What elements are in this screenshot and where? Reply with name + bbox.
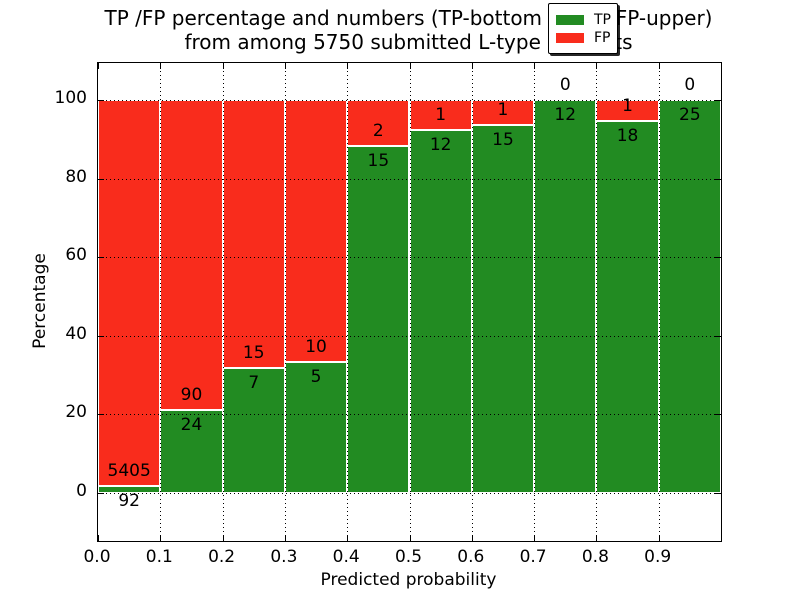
x-axis-label: Predicted probability (320, 570, 497, 590)
y-tick-mark (98, 178, 104, 180)
bar-label-tp: 5 (310, 367, 322, 387)
x-tick-label: 0.5 (394, 547, 423, 567)
bar-label-tp: 24 (180, 415, 203, 436)
legend-entry: FP (556, 30, 611, 46)
chart-title-line1: TP /FP percentage and numbers (TP-bottom… (104, 6, 713, 30)
y-tick-mark (715, 335, 721, 337)
bar-segment-tp (658, 100, 721, 493)
y-tick-mark (715, 100, 721, 101)
bar-label-fp: 15 (242, 342, 265, 363)
y-tick-mark (98, 335, 104, 337)
bar-label-tp: 7 (248, 372, 260, 393)
bar-label-fp: 0 (684, 75, 696, 95)
y-tick-mark (98, 100, 104, 101)
x-tick-mark (222, 535, 224, 541)
y-tick-mark (715, 493, 721, 494)
legend-entry: TP (556, 12, 611, 28)
y-tick-label: 60 (65, 245, 87, 266)
bar-segment-tp (98, 486, 161, 493)
legend-label: FP (594, 30, 611, 46)
tp-swatch-icon (556, 15, 584, 25)
x-tick-mark (471, 535, 473, 541)
x-tick-mark (222, 63, 224, 69)
bar-segment-tp (471, 124, 535, 493)
bar-segment-fp (284, 100, 348, 362)
x-tick-label: 0.6 (457, 547, 485, 567)
x-tick-label: 0.7 (519, 547, 547, 567)
x-tick-mark (347, 535, 349, 541)
bar-segment-fp (347, 100, 410, 147)
x-tick-mark (160, 63, 162, 69)
bar-segment-tp (409, 130, 472, 493)
bar-segment-tp (284, 362, 348, 493)
chart-title-line2: from among 5750 submitted L-type contact… (184, 30, 633, 54)
bar-label-tp: 15 (492, 129, 514, 150)
bar-label-tp: 12 (429, 135, 452, 156)
y-tick-label: 40 (65, 323, 87, 344)
bar-segment-fp (160, 100, 223, 411)
bar-segment-tp (347, 146, 410, 493)
x-tick-mark (98, 63, 99, 69)
bar-label-fp: 5405 (107, 461, 151, 482)
x-tick-mark (534, 535, 536, 541)
x-tick-mark (347, 63, 349, 69)
x-tick-mark (534, 63, 536, 69)
y-tick-mark (715, 257, 721, 259)
plot-area: 5405 92 90 24 15 7 10 5 2 15 1 12 1 15 0 12 1 18 0 25 (97, 62, 722, 542)
bar-segment-tp (596, 120, 659, 493)
y-tick-label: 80 (65, 166, 87, 187)
y-tick-mark (98, 414, 104, 416)
x-tick-mark (409, 63, 411, 69)
x-tick-label: 0.4 (332, 547, 360, 567)
bar-label-fp: 10 (305, 337, 327, 357)
bar-label-tp: 12 (554, 105, 577, 125)
x-tick-label: 0.2 (208, 547, 236, 567)
bar-segment-fp (98, 100, 161, 487)
x-tick-label: 0.3 (270, 547, 298, 567)
y-tick-label: 20 (65, 402, 87, 423)
x-tick-mark (658, 63, 660, 69)
x-tick-mark (596, 63, 598, 69)
bar-label-tp: 18 (616, 125, 639, 146)
y-tick-mark (715, 414, 721, 416)
x-tick-mark (160, 535, 162, 541)
x-tick-label: 0.8 (581, 547, 609, 567)
bar-label-fp: 90 (180, 385, 203, 406)
gridline-horizontal (98, 493, 721, 494)
bar-segment-tp (160, 410, 223, 493)
x-tick-label: 0.0 (83, 547, 111, 567)
bar-label-fp: 1 (622, 95, 633, 116)
bar-label-fp: 1 (497, 99, 509, 120)
x-tick-mark (98, 535, 99, 541)
y-tick-mark (98, 493, 104, 494)
y-tick-label: 0 (76, 481, 87, 501)
y-tick-mark (98, 257, 104, 259)
bar-label-tp: 15 (367, 151, 390, 172)
x-tick-mark (409, 535, 411, 541)
x-tick-mark (284, 535, 286, 541)
fp-swatch-icon (556, 33, 584, 43)
x-tick-mark (658, 535, 660, 541)
bar-label-tp: 25 (679, 105, 701, 125)
x-tick-label: 0.9 (644, 547, 672, 567)
bar-label-fp: 0 (559, 75, 571, 95)
y-tick-mark (715, 178, 721, 180)
x-tick-label: 0.1 (145, 547, 173, 567)
bar-label-fp: 1 (435, 105, 447, 126)
bar-label-fp: 2 (372, 121, 384, 142)
chart-title: TP /FP percentage and numbers (TP-bottom… (97, 6, 720, 54)
legend-label: TP (594, 12, 611, 28)
legend: TP FP (548, 3, 618, 54)
bar-segment-tp (534, 100, 597, 493)
bar-segment-fp (222, 100, 285, 368)
x-tick-mark (471, 63, 473, 69)
y-tick-label: 100 (54, 88, 87, 108)
x-tick-mark (284, 63, 286, 69)
x-tick-mark (596, 535, 598, 541)
bar-label-tp: 92 (118, 491, 140, 512)
